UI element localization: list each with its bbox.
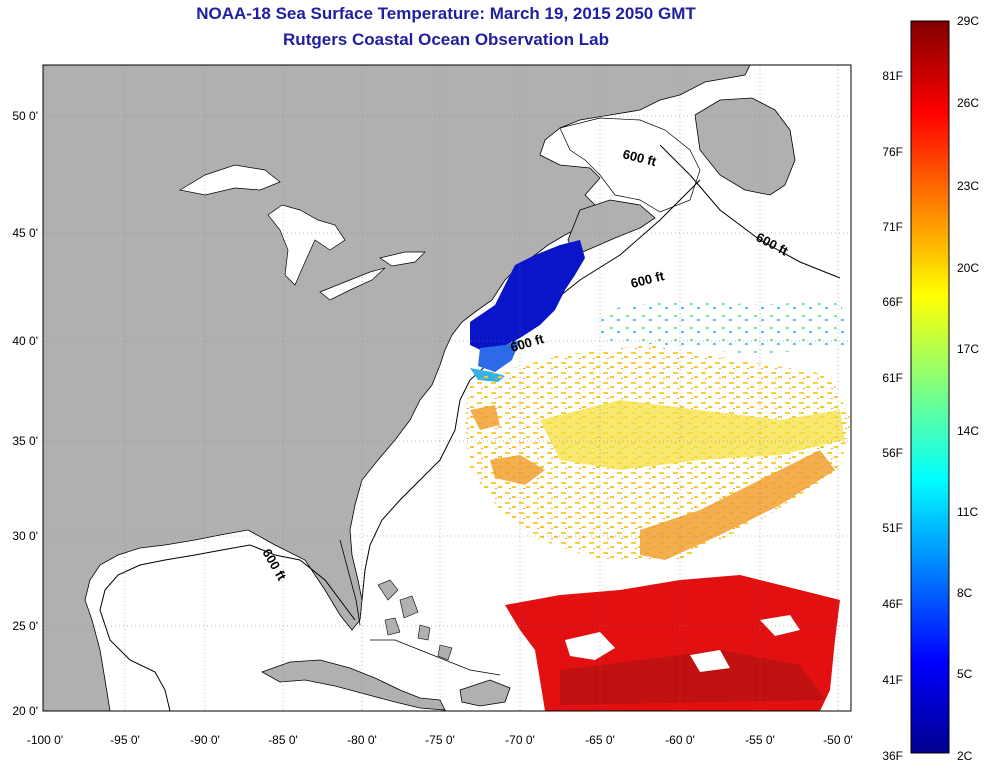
newfoundland-land (694, 97, 796, 196)
lake-michigan-huron (267, 204, 346, 286)
latitude-label: 45 0' (12, 226, 38, 240)
longitude-label: -70 0' (505, 733, 535, 747)
colorbar-celsius-label: 2C (957, 749, 973, 763)
longitude-label: -55 0' (745, 733, 775, 747)
colorbar-celsius-label: 14C (957, 424, 979, 438)
colorbar-celsius-label: 8C (957, 586, 973, 600)
latitude-label: 30 0' (12, 529, 38, 543)
longitude-label: -85 0' (268, 733, 298, 747)
colorbar-celsius-labels: 29C 26C 23C 20C 17C 14C 11C 8C 5C 2C (957, 14, 979, 763)
colorbar-fahrenheit-label: 41F (882, 673, 903, 687)
colorbar-fahrenheit-label: 66F (882, 295, 903, 309)
colorbar-fahrenheit-label: 51F (882, 521, 903, 535)
sst-orange-band (470, 405, 835, 560)
lake-erie-ontario (319, 251, 426, 301)
isobath-600ft-caribbean (370, 639, 501, 676)
longitude-label: -50 0' (823, 733, 853, 747)
gulf-of-st-lawrence (559, 117, 701, 213)
longitude-labels: -100 0' -95 0' -90 0' -85 0' -80 0' -75 0' -70… (27, 733, 853, 747)
longitude-label: -65 0' (585, 733, 615, 747)
florida-outline (339, 539, 361, 626)
longitude-label: -100 0' (27, 733, 63, 747)
colorbar-celsius-label: 26C (957, 96, 979, 110)
colorbar-celsius-label: 11C (957, 505, 978, 519)
sst-cool-shelf (478, 340, 520, 372)
colorbar-celsius-label: 23C (957, 179, 979, 193)
colorbar-celsius-label: 20C (957, 261, 979, 275)
latitude-label: 40 0' (12, 334, 38, 348)
isobath-600ft-east (361, 144, 841, 601)
latitude-label: 35 0' (12, 434, 38, 448)
sst-warm-dark (560, 650, 825, 705)
latitude-label: 50 0' (12, 109, 38, 123)
sst-yellow-band (540, 400, 845, 470)
colorbar-fahrenheit-label: 56F (882, 446, 903, 460)
sst-cold-water (470, 240, 585, 352)
colorbar-fahrenheit-label: 61F (882, 371, 903, 385)
colorbar-fahrenheit-label: 46F (882, 597, 903, 611)
colorbar-fahrenheit-labels: 81F 76F 71F 66F 61F 56F 51F 46F 41F 36F (882, 69, 903, 763)
cuba-land (261, 659, 446, 711)
colorbar-fahrenheit-label: 71F (882, 220, 903, 234)
latitude-label: 25 0' (12, 619, 38, 633)
colorbar-celsius-label: 29C (957, 14, 979, 28)
temperature-colorbar (910, 20, 950, 754)
map-subtitle: Rutgers Coastal Ocean Observation Lab (283, 30, 609, 49)
colorbar-fahrenheit-label: 76F (882, 145, 903, 159)
latitude-labels: 50 0' 45 0' 40 0' 35 0' 30 0' 25 0' 20 0' (12, 109, 38, 718)
latitude-label: 20 0' (12, 704, 38, 718)
colorbar-celsius-label: 5C (957, 667, 973, 681)
sst-cool-speckles (600, 300, 851, 355)
colorbar-celsius-label: 17C (957, 342, 979, 356)
isobath-600ft-gulf (99, 544, 356, 711)
longitude-label: -95 0' (110, 733, 140, 747)
longitude-label: -75 0' (425, 733, 455, 747)
bahamas-land (377, 579, 453, 661)
map-frame (42, 64, 852, 712)
map-title: NOAA-18 Sea Surface Temperature: March 1… (196, 4, 696, 23)
colorbar-fahrenheit-label: 36F (882, 749, 903, 763)
colorbar-fahrenheit-label: 81F (882, 69, 903, 83)
longitude-label: -60 0' (665, 733, 695, 747)
hispaniola-land (459, 679, 511, 707)
lake-superior (179, 164, 281, 196)
sst-cloud-gaps (565, 615, 800, 672)
longitude-label: -90 0' (190, 733, 220, 747)
longitude-label: -80 0' (347, 733, 377, 747)
